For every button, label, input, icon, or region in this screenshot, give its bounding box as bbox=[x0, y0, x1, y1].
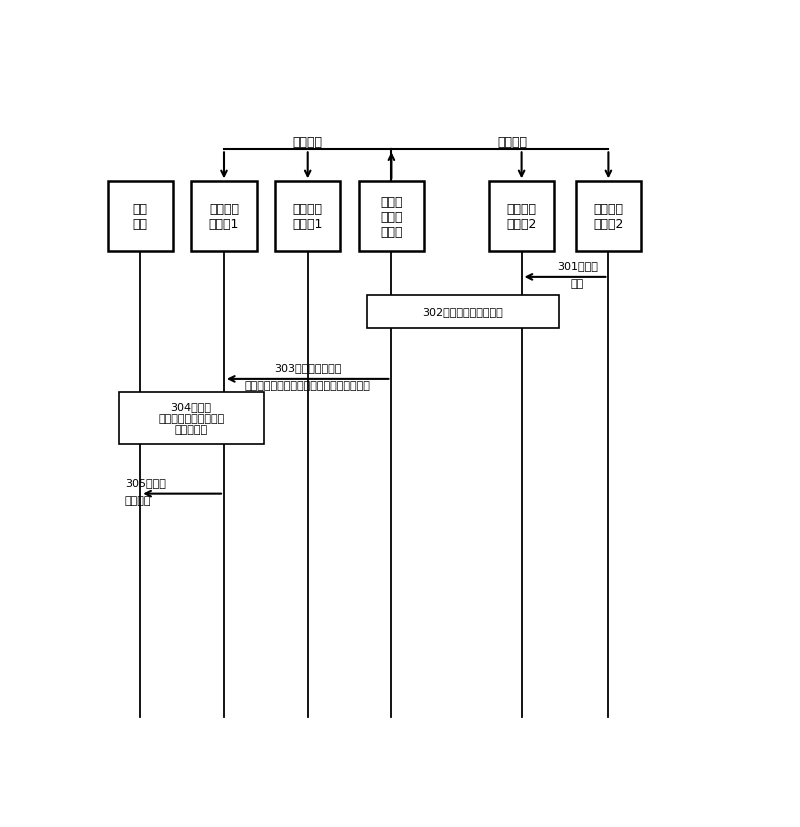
Text: 请求: 请求 bbox=[570, 279, 584, 289]
Text: 用户
设备: 用户 设备 bbox=[133, 203, 148, 231]
Text: 305、联合: 305、联合 bbox=[125, 478, 166, 488]
Text: 分组域服
务设备2: 分组域服 务设备2 bbox=[594, 203, 623, 231]
Text: 301、寻呼: 301、寻呼 bbox=[557, 261, 598, 271]
Text: 更新请求: 更新请求 bbox=[125, 495, 151, 505]
Bar bbox=[359, 182, 424, 252]
Text: 寻呼路由: 寻呼路由 bbox=[293, 136, 322, 148]
Bar bbox=[108, 182, 173, 252]
Text: 寻呼路由: 寻呼路由 bbox=[498, 136, 527, 148]
Bar bbox=[366, 295, 558, 328]
Bar bbox=[118, 392, 264, 444]
Bar bbox=[275, 182, 340, 252]
Text: 电路域服
务设备2: 电路域服 务设备2 bbox=[506, 203, 537, 231]
Bar bbox=[576, 182, 641, 252]
Text: 302、判断寻呼是否超时: 302、判断寻呼是否超时 bbox=[422, 307, 503, 317]
Text: 用户归
属位置
寄存器: 用户归 属位置 寄存器 bbox=[380, 195, 402, 238]
Bar bbox=[489, 182, 554, 252]
Bar bbox=[191, 182, 257, 252]
Text: 304、判断
位置区域识别码是否属
于本覆盖区: 304、判断 位置区域识别码是否属 于本覆盖区 bbox=[158, 402, 224, 435]
Text: 电路域服
务设备1: 电路域服 务设备1 bbox=[293, 203, 323, 231]
Text: 分组域服
务设备1: 分组域服 务设备1 bbox=[209, 203, 239, 231]
Text: 携带国际移动用户识别码，位置区域识别码: 携带国际移动用户识别码，位置区域识别码 bbox=[245, 380, 370, 390]
Text: 303、寻呼路由请求: 303、寻呼路由请求 bbox=[274, 363, 342, 373]
